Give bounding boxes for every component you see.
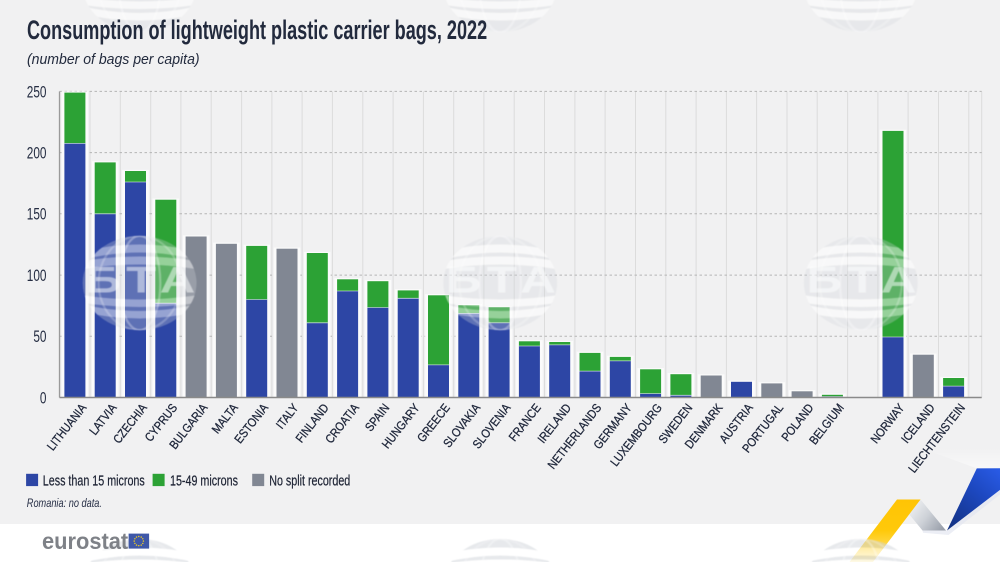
svg-text:БТА: БТА bbox=[85, 260, 202, 301]
svg-text:Consumption of lightweight pla: Consumption of lightweight plastic carri… bbox=[27, 15, 487, 46]
svg-text:50: 50 bbox=[33, 328, 46, 346]
svg-text:No split recorded: No split recorded bbox=[269, 472, 350, 489]
svg-text:Less than 15 microns: Less than 15 microns bbox=[43, 472, 145, 489]
svg-text:15-49 microns: 15-49 microns bbox=[170, 472, 238, 489]
svg-text:БТА: БТА bbox=[446, 260, 563, 301]
svg-text:0: 0 bbox=[40, 390, 47, 408]
svg-text:250: 250 bbox=[27, 84, 47, 102]
svg-text:БТА: БТА bbox=[807, 260, 924, 301]
svg-text:100: 100 bbox=[27, 267, 47, 285]
svg-text:БТА: БТА bbox=[446, 0, 563, 3]
svg-text:150: 150 bbox=[27, 206, 47, 224]
svg-text:Romania: no data.: Romania: no data. bbox=[27, 498, 102, 510]
svg-text:БТА: БТА bbox=[807, 0, 924, 3]
svg-text:200: 200 bbox=[27, 145, 47, 163]
svg-text:eurostat: eurostat bbox=[42, 528, 129, 554]
svg-text:(number of bags per capita): (number of bags per capita) bbox=[27, 52, 200, 68]
svg-text:БТА: БТА bbox=[85, 0, 202, 3]
